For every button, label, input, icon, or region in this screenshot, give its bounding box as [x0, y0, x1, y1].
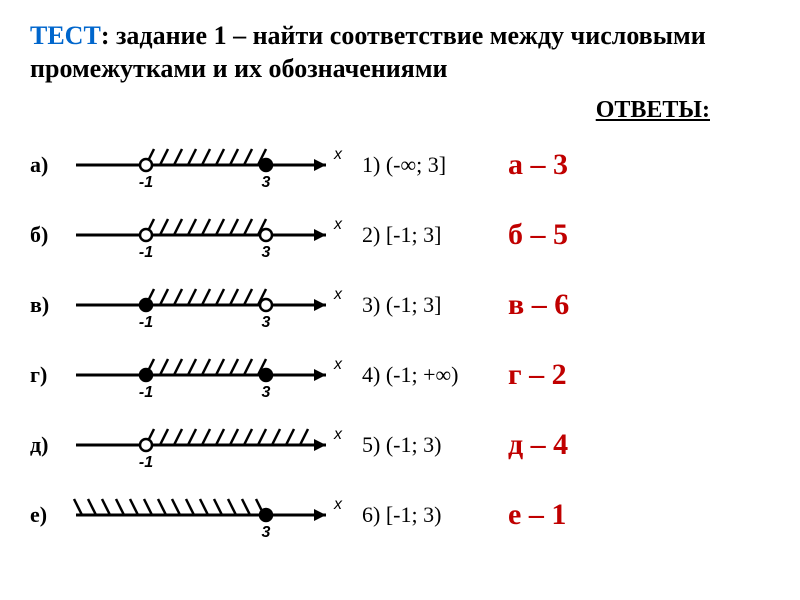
title-rest: : задание 1 – найти соответствие между ч…	[30, 21, 706, 83]
diagram-label: в)	[30, 292, 60, 318]
interval-notation: 5) (-1; 3)	[362, 432, 502, 458]
diagram-label: е)	[30, 502, 60, 528]
svg-text:3: 3	[262, 314, 271, 331]
svg-text:х: х	[333, 286, 343, 303]
number-line: -1 3 х	[66, 270, 356, 340]
diagram-cell: -1 3 х	[66, 340, 356, 410]
diagram-label: г)	[30, 362, 60, 388]
answer: б – 5	[508, 218, 658, 252]
content-grid: а)-13х1) (-∞; 3]а – 3б)-13х2) [-1; 3]б –…	[30, 130, 770, 550]
diagram-cell: -1 3 х	[66, 270, 356, 340]
diagram-label: а)	[30, 152, 60, 178]
title-highlight: ТЕСТ	[30, 21, 101, 50]
interval-notation: 3) (-1; 3]	[362, 292, 502, 318]
number-line: -1 х	[66, 410, 356, 480]
answer: в – 6	[508, 288, 658, 322]
interval-notation: 4) (-1; +∞)	[362, 362, 502, 388]
interval-notation: 6) [-1; 3)	[362, 502, 502, 528]
interval-notation: 1) (-∞; 3]	[362, 152, 502, 178]
answer: д – 4	[508, 428, 658, 462]
svg-text:х: х	[333, 146, 343, 163]
answer: г – 2	[508, 358, 658, 392]
svg-text:х: х	[333, 356, 343, 373]
svg-text:3: 3	[262, 174, 271, 191]
number-line: -1 3 х	[66, 200, 356, 270]
diagram-cell: -1 х	[66, 410, 356, 480]
svg-text:3: 3	[262, 244, 271, 261]
answer: а – 3	[508, 148, 658, 182]
svg-text:х: х	[333, 216, 343, 233]
diagram-cell: 3х	[66, 480, 356, 550]
answer: е – 1	[508, 498, 658, 532]
svg-text:-1: -1	[139, 384, 153, 401]
answers-header: ОТВЕТЫ:	[30, 97, 770, 124]
diagram-cell: -1 3 х	[66, 200, 356, 270]
diagram-label: д)	[30, 432, 60, 458]
svg-text:3: 3	[262, 384, 271, 401]
svg-text:-1: -1	[139, 454, 153, 471]
svg-text:х: х	[333, 496, 343, 513]
page-title: ТЕСТ: задание 1 – найти соответствие меж…	[30, 20, 770, 85]
diagram-cell: -1 3 х	[66, 130, 356, 200]
svg-text:-1: -1	[139, 244, 153, 261]
diagram-label: б)	[30, 222, 60, 248]
svg-text:х: х	[333, 426, 343, 443]
number-line: -1 3 х	[66, 130, 356, 200]
svg-text:-1: -1	[139, 314, 153, 331]
svg-text:3: 3	[262, 524, 271, 541]
number-line: -1 3 х	[66, 340, 356, 410]
number-line: 3х	[66, 480, 356, 550]
svg-text:-1: -1	[139, 174, 153, 191]
interval-notation: 2) [-1; 3]	[362, 222, 502, 248]
